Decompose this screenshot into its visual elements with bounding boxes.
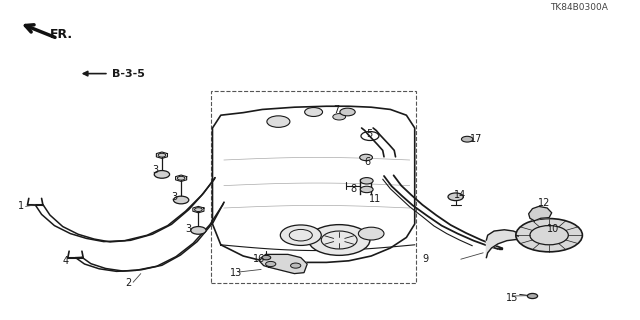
Circle shape: [360, 154, 372, 161]
Circle shape: [154, 171, 170, 178]
Polygon shape: [259, 254, 307, 274]
Text: 14: 14: [454, 190, 467, 200]
Text: 7: 7: [333, 105, 339, 116]
Text: 16: 16: [253, 254, 265, 264]
Text: 10: 10: [547, 224, 559, 234]
Text: 1: 1: [18, 201, 24, 212]
Text: FR.: FR.: [50, 28, 73, 41]
Circle shape: [280, 225, 321, 245]
Text: 17: 17: [470, 134, 483, 144]
Circle shape: [360, 186, 373, 193]
Circle shape: [308, 225, 370, 255]
Text: 9: 9: [422, 254, 429, 264]
Circle shape: [291, 263, 301, 268]
Circle shape: [527, 293, 538, 299]
Circle shape: [340, 108, 355, 116]
Circle shape: [262, 255, 271, 260]
Circle shape: [448, 193, 463, 201]
Circle shape: [158, 153, 166, 157]
Circle shape: [191, 227, 206, 234]
Text: 12: 12: [538, 198, 550, 208]
Circle shape: [305, 108, 323, 116]
Text: 6: 6: [365, 156, 371, 167]
Circle shape: [516, 219, 582, 252]
Polygon shape: [529, 206, 552, 221]
Polygon shape: [486, 230, 522, 258]
Circle shape: [358, 227, 384, 240]
Circle shape: [177, 176, 185, 180]
Circle shape: [360, 178, 373, 184]
Text: B-3-5: B-3-5: [112, 68, 145, 79]
Text: 3: 3: [152, 164, 159, 175]
Circle shape: [333, 114, 346, 120]
Text: 13: 13: [230, 268, 243, 278]
Text: 2: 2: [125, 278, 131, 288]
Text: 11: 11: [369, 194, 381, 204]
Circle shape: [267, 116, 290, 127]
Circle shape: [266, 261, 276, 267]
Text: 8: 8: [351, 184, 357, 195]
Text: 5: 5: [366, 129, 372, 140]
Text: TK84B0300A: TK84B0300A: [550, 4, 608, 12]
Bar: [211, 91, 416, 283]
Text: 3: 3: [186, 224, 192, 234]
Circle shape: [195, 208, 202, 212]
Circle shape: [173, 196, 189, 204]
Text: 3: 3: [172, 192, 178, 202]
Text: 15: 15: [506, 293, 518, 303]
Circle shape: [461, 136, 473, 142]
Text: 4: 4: [63, 256, 69, 266]
